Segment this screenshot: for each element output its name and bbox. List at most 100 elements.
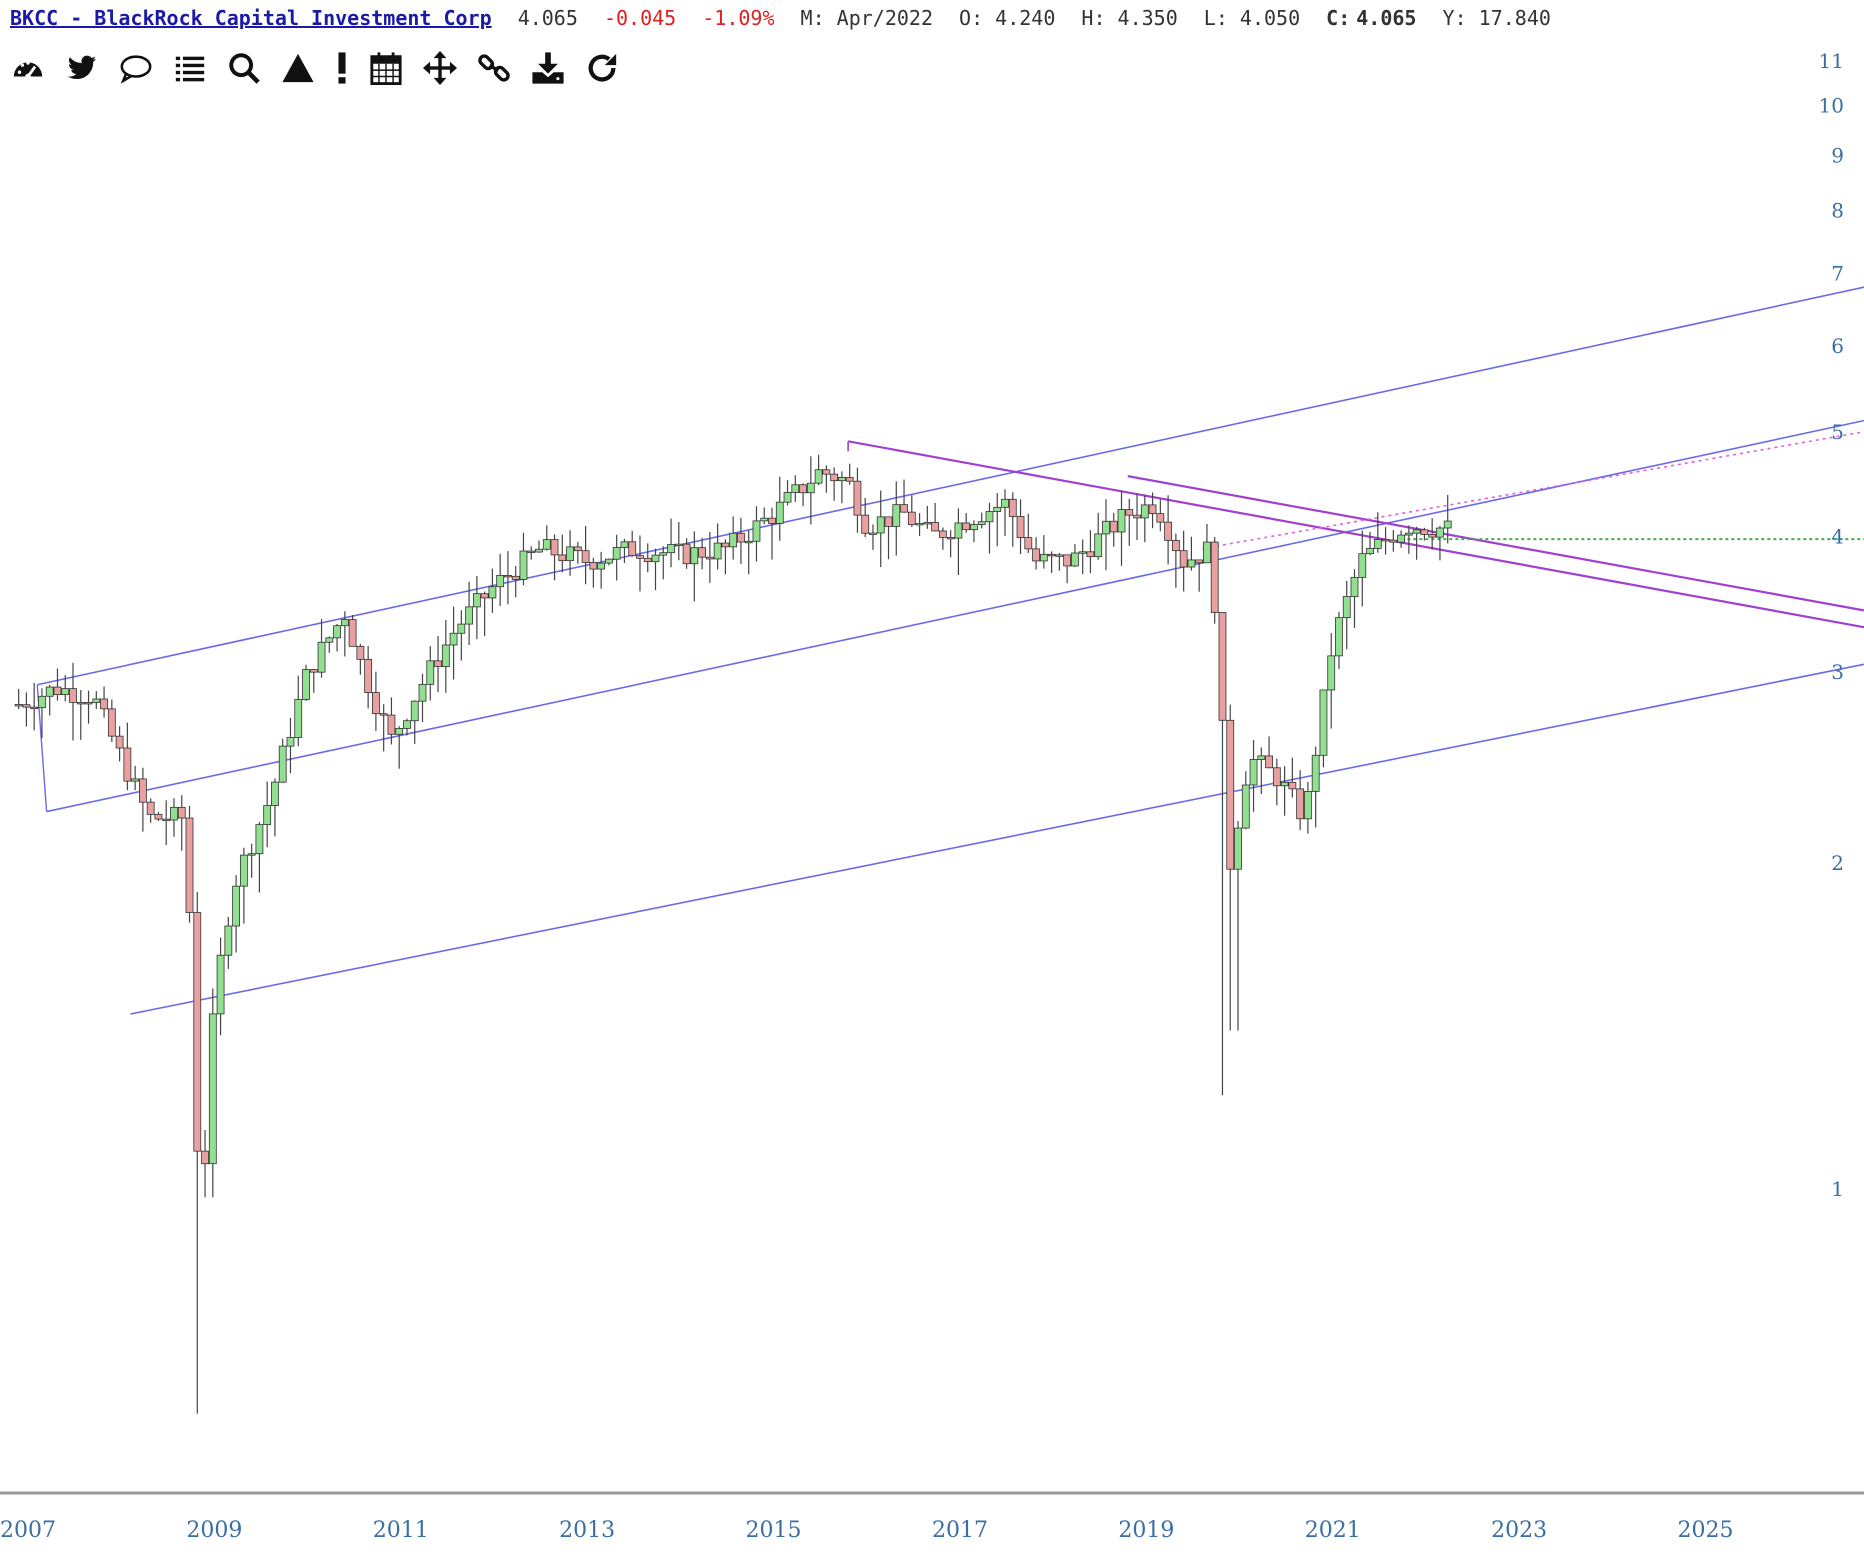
candle-body [1210, 541, 1219, 613]
candlestick [519, 532, 528, 586]
candlestick [1179, 530, 1188, 592]
candlestick [387, 697, 396, 745]
candlestick [395, 726, 404, 769]
candlestick [581, 526, 590, 585]
candlestick [566, 530, 574, 576]
calendar-icon[interactable] [366, 48, 406, 88]
trendline-channel [46, 419, 1864, 813]
candle-body [162, 818, 171, 822]
candlestick [737, 517, 745, 564]
candlestick [1210, 536, 1219, 624]
candle-body [993, 506, 1002, 512]
candle-body [45, 686, 54, 697]
candle-body [1389, 539, 1398, 543]
candle-body [449, 632, 458, 646]
candlestick [1436, 525, 1444, 561]
candlestick [1272, 758, 1281, 806]
candlestick [806, 456, 815, 525]
candle-body [1039, 553, 1048, 562]
candlestick [923, 505, 932, 529]
candlestick [379, 704, 388, 752]
candlestick [1420, 527, 1429, 541]
comment-icon[interactable] [116, 48, 156, 88]
candle-body [1117, 509, 1126, 533]
exclamation-icon[interactable] [332, 48, 352, 88]
candlestick [61, 675, 70, 702]
candlestick [970, 520, 978, 543]
candlestick [1249, 739, 1258, 812]
candle-body [170, 806, 178, 821]
candle-body [744, 540, 753, 544]
candlestick [1047, 551, 1056, 573]
candlestick [84, 690, 93, 724]
candlestick [30, 682, 39, 731]
candlestick [1195, 559, 1204, 592]
close-label: C: [1326, 6, 1351, 30]
candlestick [1280, 766, 1289, 816]
candle-body [519, 550, 528, 580]
candle-body [636, 555, 644, 559]
candle-body [752, 520, 761, 542]
candle-body [1063, 554, 1072, 567]
candlestick [131, 765, 140, 791]
candle-body [1428, 534, 1437, 538]
candlestick [38, 688, 46, 738]
price-tick-label: 1 [1831, 1177, 1844, 1201]
candlestick [1241, 771, 1250, 830]
price-tick-label: 7 [1831, 262, 1844, 286]
year-tick-label: 2015 [746, 1518, 802, 1543]
candle-body [278, 745, 287, 783]
candle-body [977, 521, 986, 525]
list-icon[interactable] [170, 48, 210, 88]
candle-body [1412, 529, 1421, 534]
candle-body [302, 669, 310, 700]
candle-body [1241, 784, 1250, 829]
link-icon[interactable] [474, 48, 514, 88]
candlestick [775, 476, 784, 541]
candlestick [1257, 747, 1266, 794]
candlestick [115, 726, 124, 762]
low-value: L: 4.050 [1203, 6, 1301, 30]
candle-body [364, 658, 373, 693]
candle-body [729, 532, 738, 548]
candle-body [232, 885, 241, 927]
candlestick [698, 537, 707, 570]
refresh-icon[interactable] [582, 48, 622, 88]
candle-body [884, 516, 893, 527]
candle-body [597, 562, 606, 570]
candle-body [1218, 612, 1227, 721]
candle-body [690, 547, 699, 565]
search-icon[interactable] [224, 48, 264, 88]
candle-body [511, 575, 520, 580]
candle-body [791, 484, 800, 493]
candlestick [892, 481, 901, 556]
candlestick [22, 692, 31, 727]
candle-body [667, 544, 675, 554]
triangle-icon[interactable] [278, 48, 318, 88]
candle-body [410, 700, 419, 722]
move-icon[interactable] [420, 48, 460, 88]
candle-body [325, 637, 334, 643]
dashboard-icon[interactable] [8, 48, 48, 88]
candle-body [208, 1013, 217, 1165]
candlestick [931, 502, 940, 532]
candlestick [674, 522, 683, 561]
candlestick [853, 467, 862, 533]
candlestick [76, 690, 85, 740]
candle-body [946, 537, 955, 540]
candle-body [775, 501, 784, 524]
candlestick [278, 738, 287, 784]
candlestick [1055, 552, 1064, 571]
twitter-icon[interactable] [62, 48, 102, 88]
candle-body [480, 593, 489, 599]
chart-toolbar [8, 48, 622, 88]
candlestick [410, 700, 419, 744]
download-icon[interactable] [528, 48, 568, 88]
symbol-title-link[interactable]: BKCC - BlackRock Capital Investment Corp [10, 6, 492, 30]
candlestick [682, 538, 691, 569]
candlestick [294, 675, 303, 747]
candle-body [620, 541, 629, 548]
candlestick [201, 1130, 209, 1198]
candlestick [418, 673, 427, 722]
